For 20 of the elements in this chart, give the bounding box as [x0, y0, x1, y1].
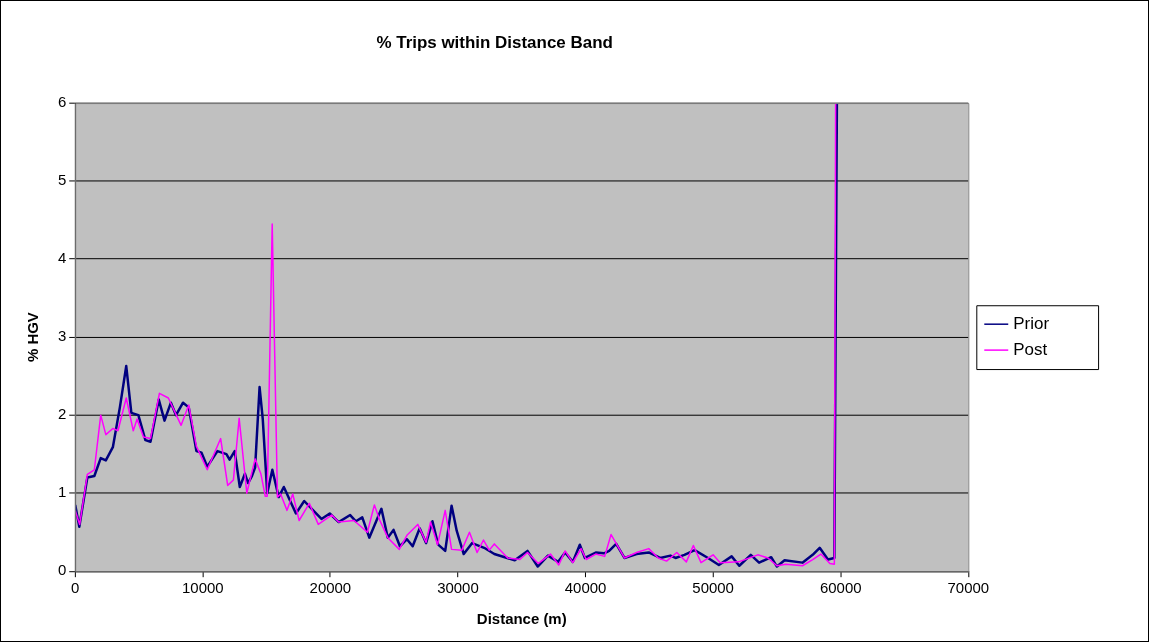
x-tick-label: 0	[71, 579, 80, 597]
legend-label: Post	[1013, 339, 1048, 359]
y-tick-label: 6	[57, 93, 67, 111]
y-tick-label: 2	[57, 405, 67, 423]
y-tick-label: 4	[57, 249, 67, 267]
x-tick-label: 60000	[819, 579, 862, 597]
x-tick-label: 40000	[564, 579, 607, 597]
y-axis-title: % HGV	[24, 312, 42, 363]
legend-label: Prior	[1013, 313, 1050, 333]
x-tick-label: 10000	[181, 579, 224, 597]
x-tick-label: 20000	[309, 579, 352, 597]
x-axis-title: Distance (m)	[476, 610, 567, 628]
y-tick-label: 5	[57, 171, 67, 189]
x-tick-label: 50000	[692, 579, 734, 597]
x-tick-label: 70000	[947, 579, 990, 597]
y-tick-label: 3	[57, 327, 67, 345]
y-tick-label: 0	[57, 561, 67, 579]
y-tick-label: 1	[57, 483, 67, 501]
x-tick-label: 30000	[437, 579, 479, 597]
chart-title: % Trips within Distance Band	[376, 32, 613, 52]
